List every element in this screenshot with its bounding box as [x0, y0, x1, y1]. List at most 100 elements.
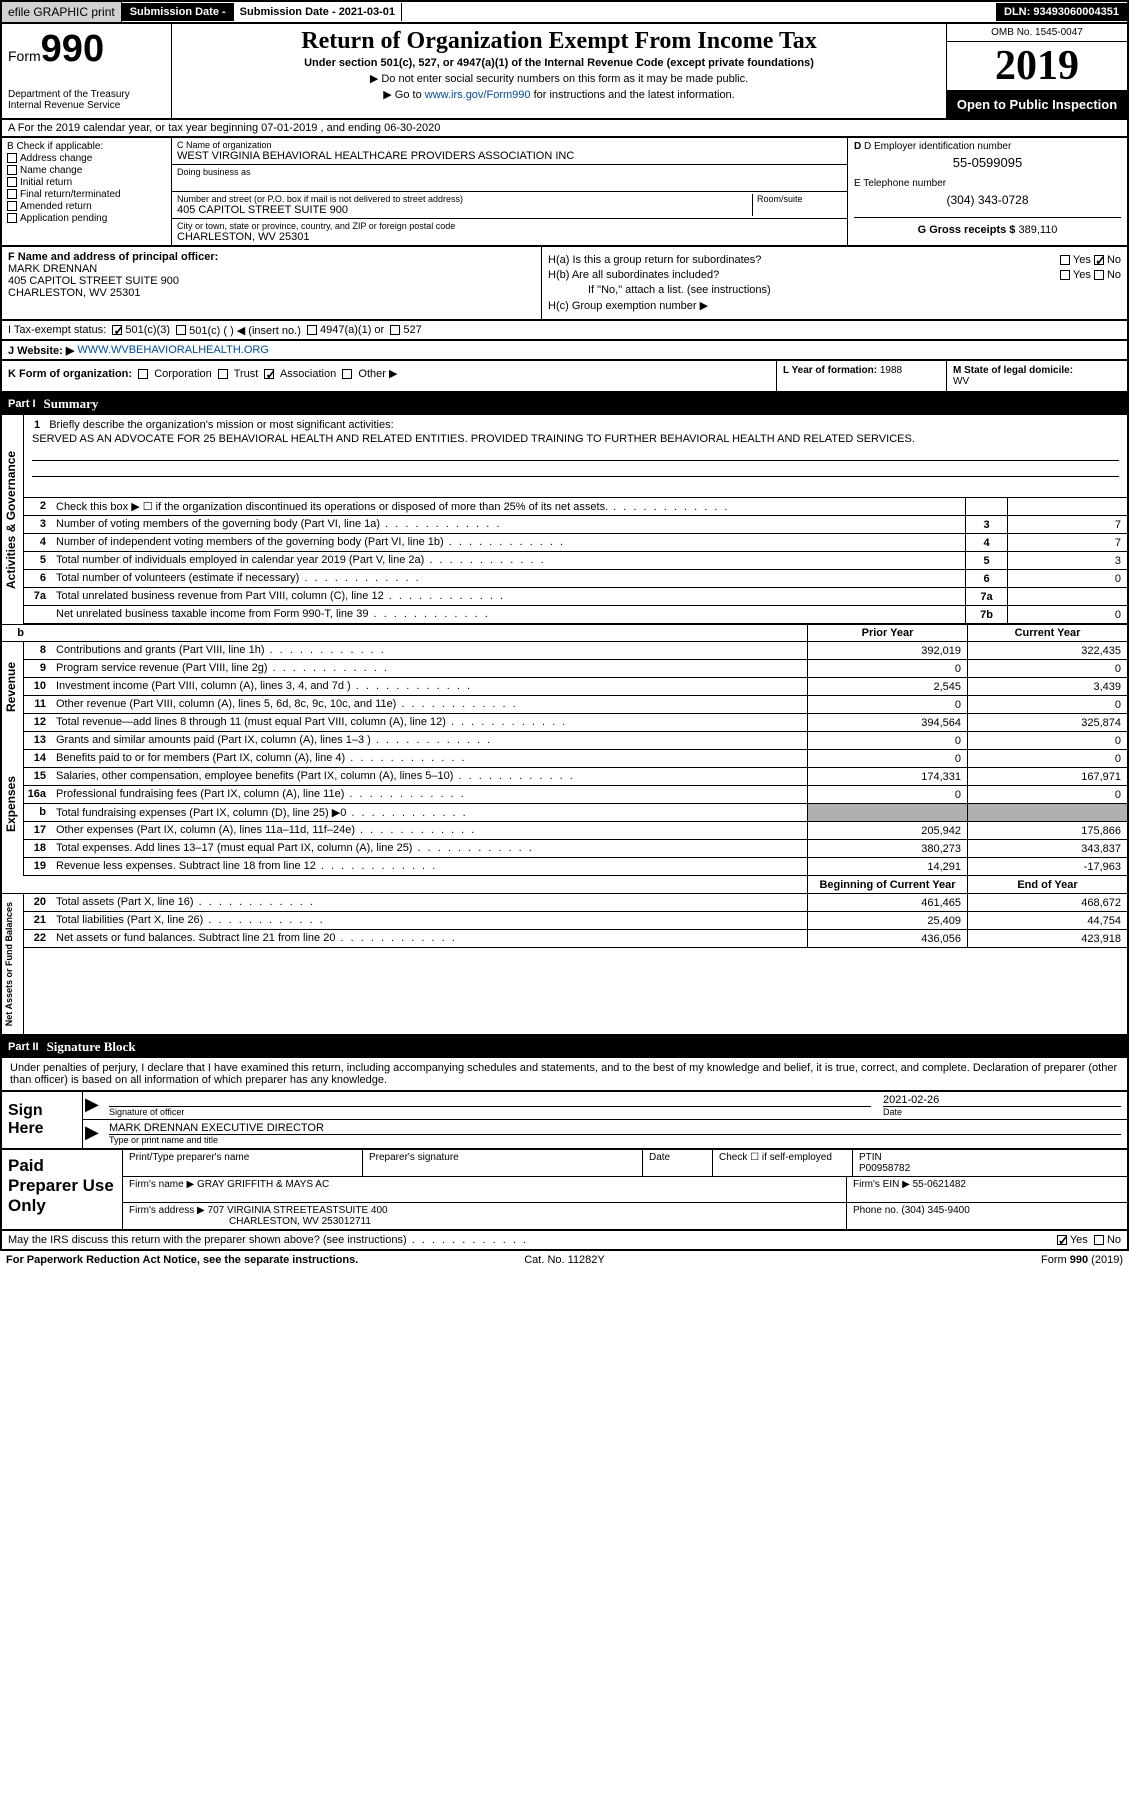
- discuss-yes-checkbox[interactable]: [1057, 1235, 1067, 1245]
- l-value: 1988: [880, 365, 902, 376]
- row-text: Other revenue (Part VIII, column (A), li…: [52, 696, 807, 713]
- chk-other[interactable]: [342, 369, 352, 379]
- header-blank-text: [30, 625, 807, 641]
- data-row: 8 Contributions and grants (Part VIII, l…: [24, 642, 1127, 660]
- submission-date-value: Submission Date - 2021-03-01: [234, 3, 402, 21]
- city-cell: City or town, state or province, country…: [172, 219, 847, 245]
- gov-row: 7a Total unrelated business revenue from…: [24, 588, 1127, 606]
- officer-name: MARK DRENNAN: [8, 263, 535, 275]
- row-text: Revenue less expenses. Subtract line 18 …: [52, 858, 807, 875]
- chk-501c3[interactable]: [112, 325, 122, 335]
- row-text: Net assets or fund balances. Subtract li…: [52, 930, 807, 947]
- hb-yes-checkbox[interactable]: [1060, 270, 1070, 280]
- discuss-yes: Yes: [1070, 1234, 1088, 1246]
- gov-row-text: Total number of individuals employed in …: [52, 552, 965, 569]
- row-num: 10: [24, 678, 52, 695]
- phone-label: E Telephone number: [854, 178, 1121, 189]
- row-num: 8: [24, 642, 52, 659]
- checkbox-final-return[interactable]: [7, 189, 17, 199]
- ha-yes-checkbox[interactable]: [1060, 255, 1070, 265]
- row-text: Total revenue—add lines 8 through 11 (mu…: [52, 714, 807, 731]
- checkbox-amended-return[interactable]: [7, 201, 17, 211]
- data-row: 22 Net assets or fund balances. Subtract…: [24, 930, 1127, 948]
- firm-name-cell: Firm's name ▶ GRAY GRIFFITH & MAYS AC: [123, 1177, 847, 1202]
- opt-501c3: 501(c)(3): [125, 324, 170, 336]
- summary-section: Activities & Governance 1 Briefly descri…: [0, 415, 1129, 1036]
- tax-status-label: I Tax-exempt status:: [8, 324, 106, 336]
- sign-here-heading: Sign Here: [2, 1092, 82, 1148]
- gov-row-num: [24, 606, 52, 623]
- firm-addr-cell: Firm's address ▶ 707 VIRGINIA STREETEAST…: [123, 1203, 847, 1229]
- chk-association[interactable]: [264, 369, 274, 379]
- row-current-value: 175,866: [967, 822, 1127, 839]
- firm-name-value: GRAY GRIFFITH & MAYS AC: [197, 1179, 329, 1190]
- gov-row: 2 Check this box ▶ ☐ if the organization…: [24, 498, 1127, 516]
- officer-signature-field[interactable]: Signature of officer: [103, 1092, 877, 1119]
- firm-phone-value: (304) 345-9400: [901, 1205, 969, 1216]
- row-prior-value: 392,019: [807, 642, 967, 659]
- col-b-checkboxes: B Check if applicable: Address change Na…: [2, 138, 172, 245]
- row-text: Professional fundraising fees (Part IX, …: [52, 786, 807, 803]
- data-row: 14 Benefits paid to or for members (Part…: [24, 750, 1127, 768]
- room-label: Room/suite: [757, 194, 842, 204]
- gov-row-text: Number of independent voting members of …: [52, 534, 965, 551]
- row-prior-value: 14,291: [807, 858, 967, 875]
- chk-527[interactable]: [390, 325, 400, 335]
- row-current-value: [967, 804, 1127, 821]
- data-row: 11 Other revenue (Part VIII, column (A),…: [24, 696, 1127, 714]
- chk-4947[interactable]: [307, 325, 317, 335]
- chk-corporation[interactable]: [138, 369, 148, 379]
- year-box: OMB No. 1545-0047 2019 Open to Public In…: [947, 24, 1127, 118]
- gross-label: G Gross receipts $: [918, 224, 1016, 236]
- row-current-value: 0: [967, 750, 1127, 767]
- sig-arrow-icon: ▶: [83, 1092, 103, 1119]
- instruction-2: Go to www.irs.gov/Form990 for instructio…: [182, 88, 936, 101]
- irs-link[interactable]: www.irs.gov/Form990: [425, 89, 531, 101]
- vtab-expenses: Expenses: [2, 732, 24, 876]
- gross-receipts: G Gross receipts $ 389,110: [854, 217, 1121, 236]
- title-box: Return of Organization Exempt From Incom…: [172, 24, 947, 118]
- dba-value: [177, 177, 842, 189]
- form-word: Form: [8, 48, 41, 64]
- checkbox-application-pending[interactable]: [7, 213, 17, 223]
- col-header-current: Current Year: [967, 625, 1127, 641]
- firm-name-label: Firm's name ▶: [129, 1179, 194, 1190]
- website-link[interactable]: WWW.WVBEHAVIORALHEALTH.ORG: [77, 344, 269, 356]
- hb-no-checkbox[interactable]: [1094, 270, 1104, 280]
- row-current-value: 0: [967, 786, 1127, 803]
- row-current-value: 343,837: [967, 840, 1127, 857]
- row-prior-value: 380,273: [807, 840, 967, 857]
- row-current-value: 423,918: [967, 930, 1127, 947]
- col-m-domicile: M State of legal domicile:WV: [947, 361, 1127, 391]
- checkbox-address-change[interactable]: [7, 153, 17, 163]
- checkbox-initial-return[interactable]: [7, 177, 17, 187]
- gov-row-box: 7b: [965, 606, 1007, 623]
- form-header: Form990 Department of the Treasury Inter…: [0, 24, 1129, 120]
- discuss-no-checkbox[interactable]: [1094, 1235, 1104, 1245]
- part-1-title: Summary: [44, 396, 99, 412]
- mission-box: 1 Briefly describe the organization's mi…: [24, 415, 1127, 498]
- row-text: Total expenses. Add lines 13–17 (must eq…: [52, 840, 807, 857]
- f-label: F Name and address of principal officer:: [8, 251, 535, 263]
- opt-501c: 501(c) ( ) ◀ (insert no.): [189, 324, 301, 337]
- row-prior-value: 394,564: [807, 714, 967, 731]
- footer-form: Form 990 (2019): [751, 1254, 1123, 1266]
- efile-link[interactable]: efile GRAPHIC print: [2, 2, 122, 22]
- discuss-label: May the IRS discuss this return with the…: [8, 1234, 1057, 1246]
- form-number-box: Form990 Department of the Treasury Inter…: [2, 24, 172, 118]
- data-row: 16a Professional fundraising fees (Part …: [24, 786, 1127, 804]
- checkbox-name-change[interactable]: [7, 165, 17, 175]
- row-num: 13: [24, 732, 52, 749]
- row-prior-value: 0: [807, 750, 967, 767]
- tax-year: 2019: [947, 42, 1127, 91]
- chk-501c[interactable]: [176, 325, 186, 335]
- ha-no-checkbox[interactable]: [1094, 255, 1104, 265]
- sign-here-block: Sign Here ▶ Signature of officer 2021-02…: [0, 1092, 1129, 1150]
- data-row: 13 Grants and similar amounts paid (Part…: [24, 732, 1127, 750]
- chk-trust[interactable]: [218, 369, 228, 379]
- row-current-value: 468,672: [967, 894, 1127, 911]
- gov-row: 3 Number of voting members of the govern…: [24, 516, 1127, 534]
- row-num: 9: [24, 660, 52, 677]
- opt-corporation: Corporation: [154, 368, 211, 380]
- row-text: Total liabilities (Part X, line 26): [52, 912, 807, 929]
